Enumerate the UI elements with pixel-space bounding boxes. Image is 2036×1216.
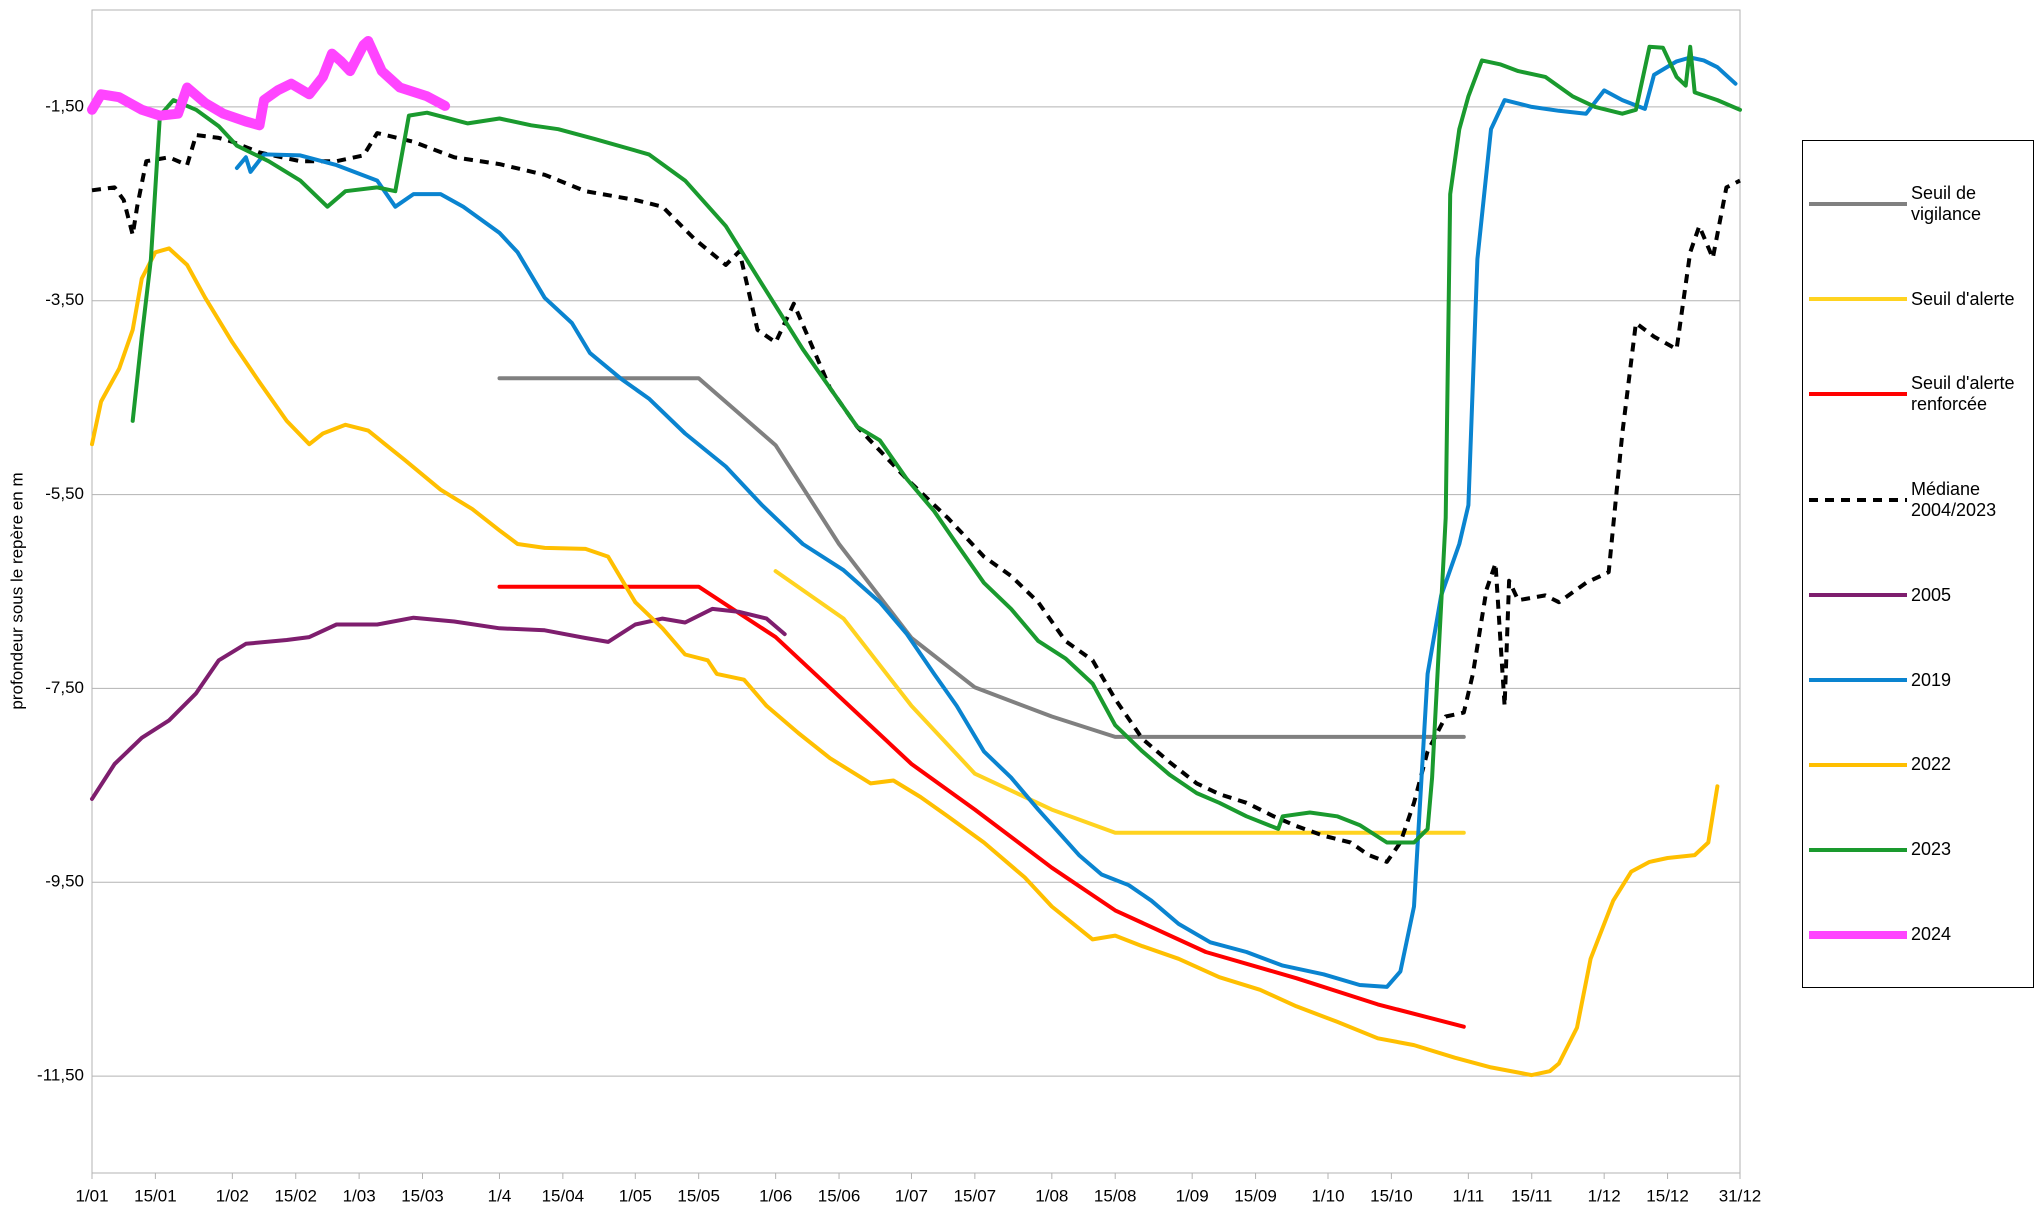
x-tick-label: 15/04 [542,1186,585,1205]
series-line [497,584,1466,1029]
legend: Seuil de vigilance Seuil d'alerte Seuil d'… [1802,140,2034,988]
legend-label: Seuil d'alerte renforcée [1911,373,2015,415]
x-tick-label: 15/12 [1646,1186,1689,1205]
x-tick-label: 1/12 [1588,1186,1621,1205]
series-line [234,55,1738,989]
x-tick-label: 1/11 [1452,1186,1484,1205]
series-line [130,44,1742,845]
x-tick-label: 1/10 [1311,1186,1344,1205]
x-tick-label: 1/01 [75,1186,108,1205]
legend-label: Médiane 2004/2023 [1911,479,1997,521]
x-tick-label: 31/12 [1719,1186,1762,1205]
legend-swatch [1809,201,1907,206]
x-tick-label: 1/02 [216,1186,249,1205]
legend-label: 2019 [1911,669,1952,690]
legend-item: 2022 [1803,754,2033,775]
series-line [90,606,787,801]
y-tick-label: -1,50 [45,96,84,115]
y-tick-label: -7,50 [45,678,84,697]
x-tick-label: 15/09 [1234,1186,1277,1205]
x-tick-label: 15/08 [1094,1186,1137,1205]
chart: profondeur sous le repère en m -1,50 -3,5… [7,9,1762,1205]
legend-item: 2005 [1803,585,2033,606]
legend-label: Seuil d'alerte [1911,288,2015,309]
legend-swatch [1809,297,1907,302]
x-tick-label: 1/07 [895,1186,928,1205]
x-tick-label: 1/05 [619,1186,652,1205]
x-tick-label: 15/03 [401,1186,444,1205]
legend-swatch [1809,847,1907,852]
x-tick-label: 1/06 [759,1186,792,1205]
series-line [497,376,1466,739]
x-tick-label: 15/11 [1511,1186,1552,1205]
plot-area [91,9,1741,1174]
series-line [90,246,1720,1078]
legend-label: Seuil de vigilance [1911,182,1982,224]
x-tick-label: 15/06 [818,1186,861,1205]
x-tick-label: 15/07 [954,1186,997,1205]
series-line [87,36,451,131]
x-tick-label: 1/03 [343,1186,376,1205]
x-tick-label: 15/01 [134,1186,177,1205]
series-line [91,131,1741,864]
legend-item: Seuil d'alerte renforcée [1803,373,2033,415]
legend-label: 2023 [1911,839,1952,860]
y-tick-label: -9,50 [45,872,84,891]
legend-item: 2019 [1803,670,2033,691]
legend-item: 2023 [1803,839,2033,860]
x-tick-label: 1/09 [1176,1186,1209,1205]
x-tick-label: 15/02 [274,1186,317,1205]
legend-label: 2005 [1911,584,1952,605]
x-tick-label: 1/08 [1035,1186,1068,1205]
x-tick-label: 1/4 [488,1186,512,1205]
legend-item: 2024 [1803,924,2033,945]
legend-label: 2024 [1911,924,1952,944]
legend-swatch [1809,498,1907,503]
legend-item: Seuil de vigilance [1803,183,2033,225]
y-tick-label: -11,50 [37,1066,84,1085]
legend-item: Seuil d'alerte [1803,289,2033,310]
legend-label: 2022 [1911,754,1952,775]
x-tick-label: 15/05 [677,1186,720,1205]
series-line [773,569,1466,835]
y-axis-title: profondeur sous le repère en m [7,472,26,709]
legend-swatch [1809,678,1907,683]
x-tick-label: 15/10 [1370,1186,1413,1205]
legend-swatch [1809,392,1907,397]
legend-swatch [1809,593,1907,598]
legend-swatch [1809,930,1907,939]
legend-item: Médiane 2004/2023 [1803,479,2033,521]
legend-swatch [1809,762,1907,767]
y-tick-label: -3,50 [45,290,84,309]
y-tick-label: -5,50 [45,484,84,503]
